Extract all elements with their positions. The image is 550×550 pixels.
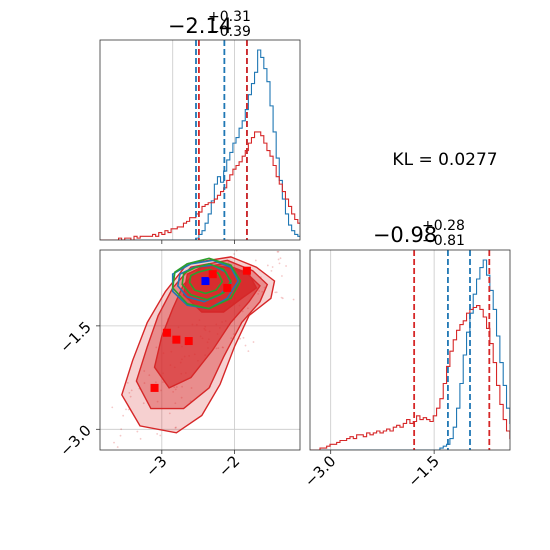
joint-sample-point-14 <box>125 408 127 411</box>
title-param-2-median: −0.98 <box>373 223 437 247</box>
joint-marker-1 <box>208 270 217 279</box>
joint-sample-point-125 <box>292 298 295 301</box>
joint-sample-point-91 <box>276 250 279 253</box>
title-param-1-plus: +0.31 <box>208 9 251 25</box>
joint-sample-point-99 <box>217 347 220 350</box>
joint-sample-point-45 <box>230 337 233 340</box>
joint-sample-point-123 <box>280 296 283 299</box>
joint-sample-point-127 <box>281 297 284 300</box>
title-param-2-plus: +0.28 <box>422 218 465 234</box>
joint-sample-point-135 <box>278 262 281 265</box>
joint-sample-point-1 <box>175 386 178 388</box>
joint-sample-point-40 <box>247 350 250 353</box>
joint-sample-point-137 <box>241 310 244 313</box>
joint-sample-point-5 <box>242 336 245 339</box>
joint-sample-point-37 <box>189 400 192 402</box>
joint-sample-point-128 <box>128 391 131 394</box>
h1-step-series-0 <box>100 49 300 240</box>
h1-step-series-1 <box>100 131 300 240</box>
joint-marker-5 <box>172 335 181 344</box>
joint-sample-point-131 <box>111 406 114 409</box>
joint-sample-point-134 <box>247 307 249 310</box>
joint-sample-point-43 <box>143 382 146 384</box>
joint-sample-point-133 <box>215 347 218 350</box>
joint-sample-point-34 <box>116 446 119 448</box>
joint-sample-point-64 <box>174 402 177 405</box>
joint-sample-point-44 <box>156 400 159 403</box>
joint-frame <box>99 249 301 451</box>
joint-sample-point-73 <box>130 389 133 392</box>
joint-sample-point-79 <box>129 395 132 398</box>
joint-sample-point-121 <box>222 346 224 349</box>
joint-sample-point-78 <box>180 396 183 399</box>
joint-sample-point-57 <box>168 412 171 415</box>
kl-annotation: KL = 0.0277 <box>392 150 497 170</box>
joint-sample-point-63 <box>122 414 125 417</box>
joint-sample-point-48 <box>277 250 280 253</box>
joint-sample-point-139 <box>120 428 123 431</box>
title-param-2-minus: −0.81 <box>422 233 465 249</box>
joint-sample-point-83 <box>142 402 145 405</box>
joint-sample-point-106 <box>155 346 158 349</box>
joint-sample-point-42 <box>221 346 224 349</box>
joint-sample-point-80 <box>127 408 130 411</box>
joint-marker-0 <box>201 277 210 286</box>
joint-sample-point-46 <box>174 426 177 429</box>
joint-marker-2 <box>223 283 232 292</box>
joint-sample-point-93 <box>257 292 260 295</box>
h2-frame <box>309 249 511 451</box>
joint-sample-point-28 <box>136 430 139 433</box>
joint-sample-point-0 <box>159 434 162 437</box>
joint-sample-point-47 <box>252 341 255 343</box>
joint-sample-point-19 <box>162 381 164 384</box>
joint-sample-point-66 <box>160 389 162 392</box>
joint-marker-4 <box>162 328 171 337</box>
title-param-1-median: −2.14 <box>168 14 232 38</box>
joint-sample-point-116 <box>148 374 151 377</box>
joint-sample-point-97 <box>173 386 176 389</box>
joint-sample-point-96 <box>143 370 146 372</box>
joint-marker-3 <box>242 266 251 275</box>
joint-sample-point-70 <box>113 441 115 444</box>
joint-sample-point-67 <box>285 265 287 267</box>
joint-marker-7 <box>150 383 159 392</box>
h1-frame <box>99 39 301 241</box>
joint-sample-point-49 <box>281 275 283 277</box>
joint-sample-point-95 <box>263 286 266 289</box>
joint-sample-point-126 <box>126 381 129 384</box>
joint-sample-point-24 <box>254 259 257 262</box>
joint-sample-point-85 <box>277 258 280 261</box>
joint-sample-point-68 <box>233 253 236 255</box>
joint-contour-2-0 <box>171 257 242 310</box>
title-param-1: −2.14 <box>168 14 232 38</box>
joint-sample-point-72 <box>244 344 247 347</box>
joint-sample-point-71 <box>119 434 122 437</box>
joint-sample-point-109 <box>156 433 159 435</box>
title-param-1-minus: −0.39 <box>208 24 251 40</box>
joint-sample-point-35 <box>139 437 142 440</box>
histogram-param-1 <box>99 39 301 244</box>
joint-sample-point-11 <box>154 381 157 384</box>
joint-sample-point-32 <box>279 257 282 260</box>
joint-sample-point-117 <box>239 337 242 340</box>
joint-sample-point-59 <box>261 290 264 293</box>
joint-sample-point-112 <box>266 264 269 267</box>
contour-panel: −3 −2−1.5−3.0 <box>56 249 301 480</box>
joint-sample-point-8 <box>271 266 274 268</box>
joint-sample-point-76 <box>181 385 183 388</box>
joint-sample-point-65 <box>174 388 177 391</box>
joint-sample-point-33 <box>274 291 277 294</box>
joint-sample-point-21 <box>190 387 193 389</box>
joint-sample-point-29 <box>175 426 177 429</box>
joint-sample-point-122 <box>270 270 273 272</box>
joint-sample-point-53 <box>233 333 235 335</box>
joint-sample-point-25 <box>172 390 175 393</box>
joint-sample-point-52 <box>258 290 261 292</box>
joint-sample-point-108 <box>275 291 278 294</box>
joint-marker-6 <box>184 337 193 346</box>
joint-contour-2-1 <box>181 262 232 301</box>
h2-step-series-1 <box>310 305 510 450</box>
